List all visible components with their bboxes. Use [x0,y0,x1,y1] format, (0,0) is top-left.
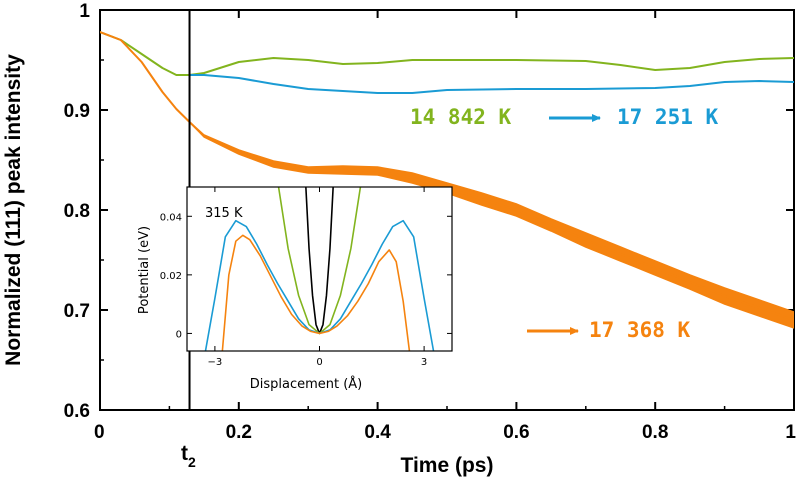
y-tick-label: 0.8 [64,201,90,222]
inset-background [187,187,452,351]
inset-chart: 0 0.02 0.04 −3 0 3 315 K Displacement (Å) Po… [137,186,453,392]
inset-x-axis: −3 0 3 [208,187,427,368]
y-tick-label: 1 [79,1,90,22]
y-tick-label: 0.6 [64,401,90,422]
green-series-line [100,31,794,76]
inset-x-tick-label: 0 [316,357,322,368]
x-tick-label: 0.6 [503,422,529,443]
inset-orange-curve [221,234,411,351]
inset-y-axis: 0 0.02 0.04 [160,212,452,340]
inset-y-tick-label: 0.04 [160,212,182,223]
orange-temperature-label: 17 368 K [589,318,691,342]
inset-y-tick-label: 0 [176,329,182,340]
t2-label: t2 [181,442,196,470]
inset-y-tick-label: 0.02 [160,271,182,282]
y-tick-label: 0.9 [64,101,90,122]
inset-x-tick-label: 3 [421,357,427,368]
series-layer [100,31,794,329]
y-tick-label: 0.7 [64,301,90,322]
inset-x-tick-label: −3 [208,357,223,368]
t2-subscript: 2 [188,454,196,470]
x-tick-label: 0.4 [364,422,391,443]
inset-y-axis-title: Potential (eV) [137,226,152,314]
y-axis-title: Normalized (111) peak intensity [2,54,25,366]
green-temperature-label: 14 842 K [410,105,512,129]
x-tick-label: 0.2 [226,422,252,443]
x-tick-label: 0.8 [642,422,668,443]
inset-series-layer [204,187,435,351]
x-tick-label: 1 [785,422,796,443]
orange-series-line [100,31,794,321]
x-axis: 0 0.2 0.4 0.6 0.8 1 [94,10,796,443]
inset-x-axis-title: Displacement (Å) [250,376,363,392]
x-tick-label: 0 [94,422,105,443]
blue-series-line [189,74,794,94]
x-axis-title: Time (ps) [401,454,494,477]
y-axis: 0.6 0.7 0.8 0.9 1 [64,1,794,422]
blue-temperature-label: 17 251 K [617,105,719,129]
inset-title: 315 K [205,206,243,221]
